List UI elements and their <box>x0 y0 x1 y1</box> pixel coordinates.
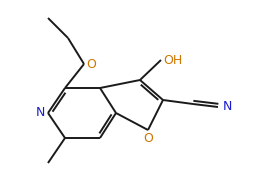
Text: O: O <box>143 132 153 145</box>
Text: N: N <box>222 100 232 113</box>
Text: O: O <box>86 57 96 70</box>
Text: N: N <box>35 107 45 119</box>
Text: OH: OH <box>163 54 183 67</box>
